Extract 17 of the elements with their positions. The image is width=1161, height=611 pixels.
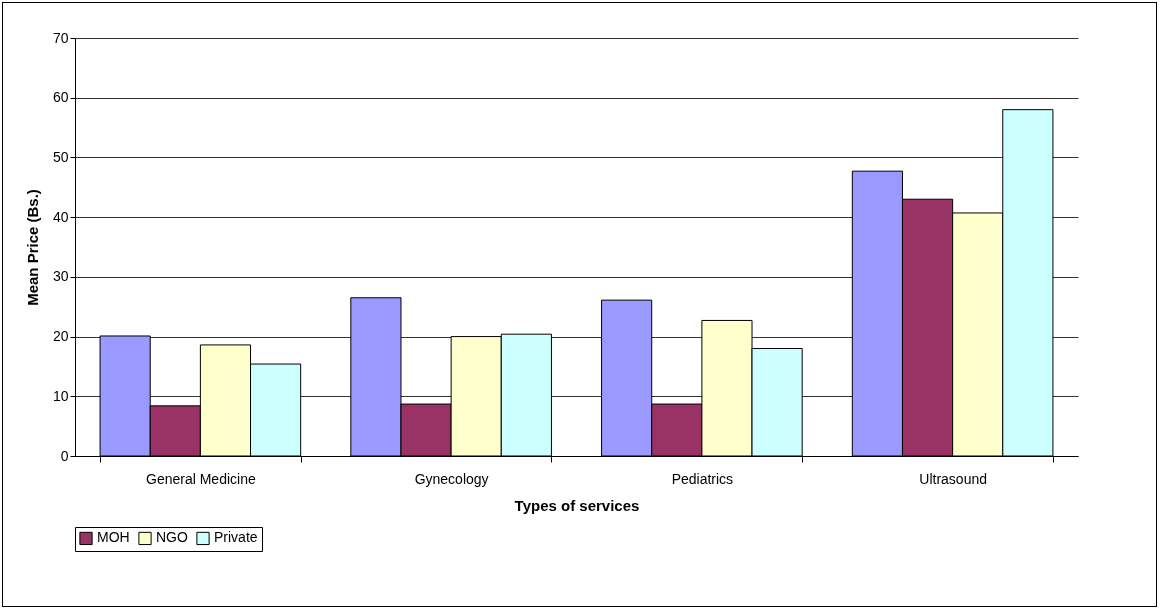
x-axis-title: Types of services (514, 496, 640, 514)
y-tick-label: 60 (52, 89, 69, 106)
y-tick-label: 30 (52, 268, 69, 285)
y-axis-title: Mean Price (Bs.) (23, 189, 41, 306)
y-tick-label: 10 (52, 387, 69, 404)
legend-label: Private (214, 529, 258, 546)
y-tick-label: 20 (52, 328, 69, 345)
y-tick-label: 40 (52, 208, 69, 225)
x-tick-label: General Medicine (146, 470, 256, 487)
legend-label: MOH (97, 529, 130, 546)
x-tick-label: Ultrasound (919, 470, 987, 487)
x-tick-label: Gynecology (414, 470, 489, 487)
y-tick-label: 70 (52, 29, 69, 46)
legend-label: NGO (156, 529, 188, 546)
x-tick-label: Pediatrics (671, 470, 734, 487)
y-tick-label: 0 (60, 447, 69, 464)
y-tick-label: 50 (52, 148, 69, 165)
